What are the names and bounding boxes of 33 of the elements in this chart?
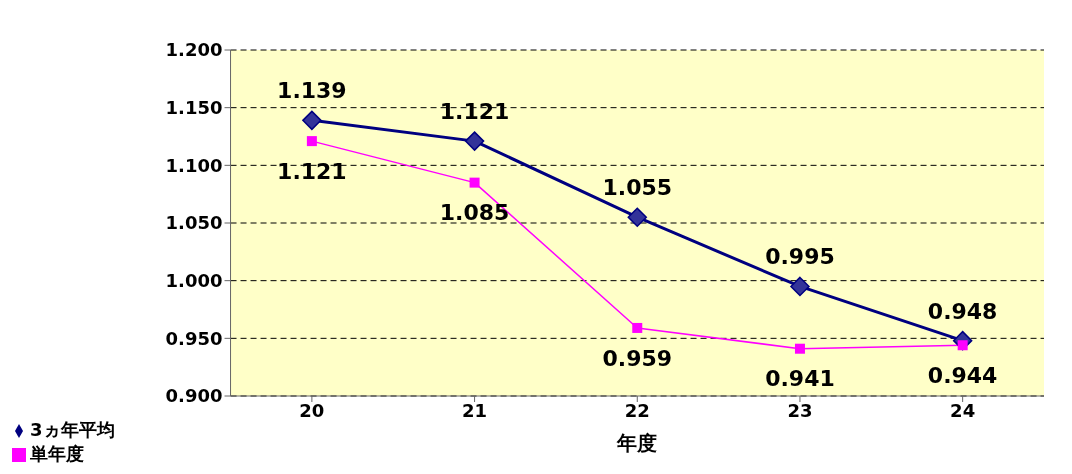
- x-tick-label: 21: [462, 399, 488, 421]
- data-label: 0.948: [927, 298, 998, 324]
- y-tick-label: 1.050: [165, 212, 223, 234]
- x-tick-label: 20: [299, 399, 325, 421]
- x-tick-label: 24: [950, 399, 976, 421]
- data-label: 0.944: [927, 362, 998, 388]
- data-label: 0.959: [602, 345, 673, 371]
- data-label: 1.055: [602, 175, 673, 201]
- y-tick-label: 0.950: [165, 327, 223, 349]
- data-label: 1.139: [277, 78, 347, 104]
- point: [302, 110, 322, 131]
- point: [790, 276, 810, 297]
- x-tick-label: 23: [787, 399, 813, 421]
- x-tick-label: 22: [624, 399, 650, 421]
- data-label: 0.941: [765, 366, 835, 392]
- y-tick-label: 1.200: [165, 39, 223, 61]
- point: [469, 177, 480, 188]
- point: [632, 322, 643, 333]
- point: [627, 207, 648, 227]
- y-tick-label: 1.000: [165, 270, 223, 292]
- data-label: 1.121: [277, 158, 347, 184]
- point: [794, 343, 805, 354]
- legend-label: 3ヵ年平均: [30, 419, 115, 440]
- x-axis-title: 年度: [616, 431, 658, 455]
- y-tick-label: 1.150: [165, 97, 223, 119]
- data-label: 0.995: [765, 244, 835, 270]
- y-tick-label: 1.100: [165, 154, 223, 176]
- legend-label: 単年度: [30, 443, 84, 464]
- data-label: 1.121: [439, 99, 510, 125]
- point: [464, 131, 485, 151]
- point: [306, 136, 317, 147]
- y-tick-label: 0.900: [165, 385, 223, 407]
- data-label: 1.085: [439, 200, 510, 226]
